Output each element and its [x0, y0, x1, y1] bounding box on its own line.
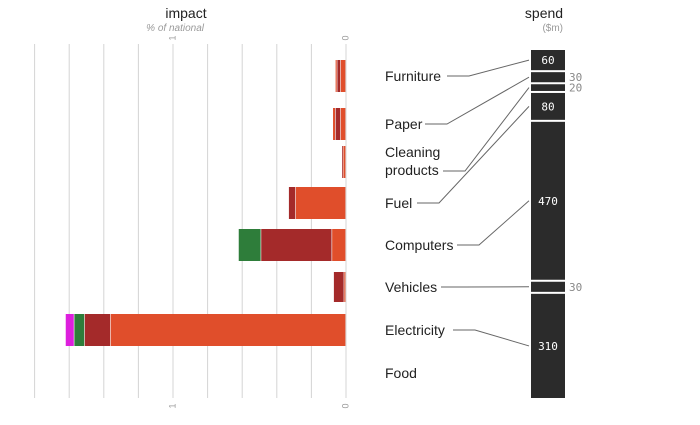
impact-bars [66, 60, 346, 346]
category-label-vehicles: Vehicles [385, 279, 437, 295]
impact-bar-computers [239, 229, 261, 261]
category-label-furniture: Furniture [385, 68, 441, 84]
spend-unit: ($m) [542, 23, 563, 34]
spend-leader-cleaning-products [443, 88, 529, 171]
impact-bar-fuel [289, 187, 295, 219]
impact-bar-computers [332, 229, 345, 261]
spend-value-label: 470 [538, 195, 558, 208]
spend-bar-cleaning-products [531, 84, 565, 91]
impact-bar-computers [261, 229, 331, 261]
category-label-electricity: Electricity [385, 322, 445, 338]
impact-bar-furniture [337, 60, 340, 92]
impact-bar-cleaning-products [342, 146, 343, 178]
impact-tick-label: 1 [167, 403, 177, 408]
spend-leader-paper [425, 77, 529, 124]
spend-leader-electricity [453, 330, 529, 346]
impact-subtitle: % of national [146, 23, 205, 34]
impact-bar-paper [333, 108, 335, 140]
spend-value-label: 80 [541, 100, 554, 113]
impact-bar-electricity [74, 314, 84, 346]
impact-tick-label: 1 [167, 35, 177, 40]
impact-tick-label: 0 [340, 35, 350, 40]
spend-value-label: 20 [569, 82, 582, 95]
impact-bar-fuel [296, 187, 346, 219]
impact-bar-paper [341, 108, 346, 140]
impact-bar-furniture [336, 60, 337, 92]
spend-leader-lines [417, 60, 529, 346]
impact-bar-furniture [341, 60, 346, 92]
impact-bar-vehicles [344, 272, 345, 302]
impact-axis-ticks: 0 0 1 1 [167, 35, 350, 408]
spend-value-label: 30 [569, 281, 582, 294]
spend-value-label: 310 [538, 340, 558, 353]
category-label-computers: Computers [385, 237, 453, 253]
spend-value-label: 60 [541, 54, 554, 67]
impact-bar-paper [336, 108, 341, 140]
spend-leader-computers [457, 201, 529, 245]
spend-bar-vehicles [531, 282, 565, 292]
category-label-food: Food [385, 365, 417, 381]
impact-bar-electricity [85, 314, 110, 346]
impact-tick-label: 0 [340, 403, 350, 408]
category-label-fuel: Fuel [385, 195, 412, 211]
spend-bar-paper [531, 72, 565, 82]
spend-leader-furniture [447, 60, 529, 76]
impact-bar-cleaning-products [343, 146, 345, 178]
impact-bar-electricity [66, 314, 74, 346]
impact-bar-vehicles [334, 272, 344, 302]
impact-title: impact [165, 5, 206, 21]
spend-title: spend [525, 5, 563, 21]
impact-bar-electricity [111, 314, 346, 346]
category-label-paper: Paper [385, 116, 423, 132]
